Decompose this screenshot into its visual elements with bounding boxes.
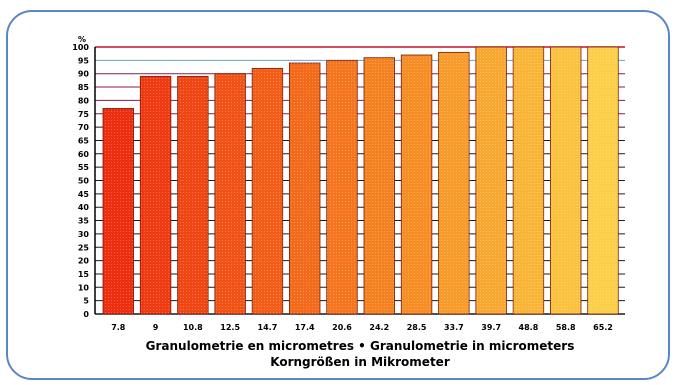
x-tick-label: 58.8 <box>556 323 576 332</box>
y-tick-label: 5 <box>83 297 89 306</box>
x-tick-label: 33.7 <box>444 323 464 332</box>
y-tick-label: 60 <box>78 150 90 159</box>
bar-texture <box>103 108 134 314</box>
bar-texture <box>550 47 582 314</box>
y-tick-label: 15 <box>78 270 90 279</box>
x-tick-label: 20.6 <box>332 323 352 332</box>
x-tick-label: 48.8 <box>519 323 539 332</box>
x-axis-ticks: 7.8 9 10.8 12.5 14.7 17.4 20.6 24.2 28.5 33.7 39.7… <box>111 323 613 332</box>
y-tick-label: 45 <box>78 190 90 199</box>
x-tick-label: 12.5 <box>220 323 240 332</box>
y-tick-label: 10 <box>78 283 90 292</box>
y-tick-label: 25 <box>78 243 90 252</box>
y-tick-label: 95 <box>78 56 90 65</box>
x-tick-label: 9 <box>153 323 159 332</box>
gridlines <box>94 46 625 315</box>
y-tick-label: 85 <box>78 83 90 92</box>
y-tick-label: 90 <box>78 70 90 79</box>
y-tick-label: 20 <box>78 257 90 266</box>
y-tick-label: 75 <box>78 110 90 119</box>
y-tick-label: 50 <box>78 177 90 186</box>
bar-texture <box>438 52 470 315</box>
y-tick-label: 35 <box>78 217 90 226</box>
y-axis-ticks: 0 5 10 15 20 25 30 35 40 45 50 55 60 65 70 75 80 85 90 95 10… <box>72 43 89 319</box>
bar-texture <box>140 76 171 315</box>
bar-texture <box>364 57 395 315</box>
y-tick-label: 80 <box>78 96 90 105</box>
bars <box>102 46 619 315</box>
x-tick-label: 14.7 <box>258 323 278 332</box>
x-tick-label: 17.4 <box>295 323 315 332</box>
x-tick-label: 28.5 <box>407 323 427 332</box>
y-tick-label: 55 <box>78 163 90 172</box>
x-tick-label: 65.2 <box>593 323 613 332</box>
y-tick-label: 40 <box>78 203 90 212</box>
bar-texture <box>177 76 209 315</box>
x-tick-label: 7.8 <box>111 323 126 332</box>
bar-texture <box>513 47 544 314</box>
x-tick-label: 10.8 <box>183 323 203 332</box>
bar-texture <box>214 73 246 314</box>
x-axis-label: Granulometrie en micrometres • Granulome… <box>146 339 575 353</box>
y-tick-label: 70 <box>78 123 90 132</box>
x-axis-label-secondary: Korngrößen in Mikrometer <box>270 355 450 369</box>
bar-texture <box>289 63 321 314</box>
y-tick-label: 100 <box>72 43 89 52</box>
x-tick-label: 24.2 <box>369 323 389 332</box>
bar-texture <box>252 68 283 314</box>
bar-texture <box>326 60 358 314</box>
y-tick-label: 0 <box>83 310 89 319</box>
bar-texture <box>587 47 619 314</box>
y-tick-label: 30 <box>78 230 90 239</box>
y-tick-label: 65 <box>78 136 90 145</box>
x-tick-label: 39.7 <box>481 323 501 332</box>
y-axis-label: % <box>78 35 86 44</box>
bar-texture <box>401 55 432 314</box>
bar-texture <box>475 47 507 314</box>
